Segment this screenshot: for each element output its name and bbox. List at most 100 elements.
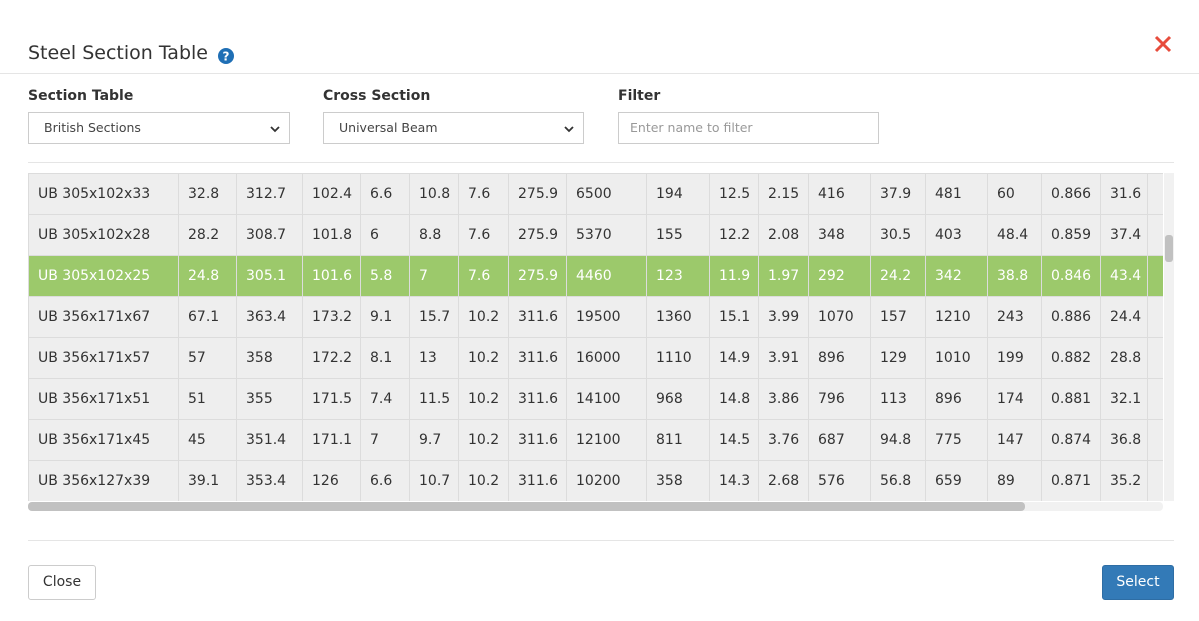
table-cell: 101.8 bbox=[302, 214, 361, 256]
table-cell: 11.5 bbox=[409, 378, 459, 420]
table-row[interactable]: UB 305x102x25 24.8 305.1 101.6 5.8 7 7.6 275.9 4… bbox=[28, 255, 1163, 297]
table-cell: 5370 bbox=[566, 214, 647, 256]
table-cell: 14.5 bbox=[709, 419, 759, 461]
v-scroll-thumb[interactable] bbox=[1165, 235, 1173, 262]
table-cell: 12100 bbox=[566, 419, 647, 461]
section-name: UB 356x171x51 bbox=[28, 378, 179, 420]
clipped-cell bbox=[1147, 419, 1163, 461]
table-cell: 4460 bbox=[566, 255, 647, 297]
h-scroll-thumb[interactable] bbox=[28, 502, 1025, 511]
table-cell: 39.1 bbox=[178, 460, 237, 501]
section-name: UB 305x102x28 bbox=[28, 214, 179, 256]
table-cell: 0.881 bbox=[1041, 378, 1101, 420]
table-cell: 1210 bbox=[925, 296, 988, 338]
table-cell: 101.6 bbox=[302, 255, 361, 297]
section-name: UB 356x171x57 bbox=[28, 337, 179, 379]
table-cell: 6.6 bbox=[360, 173, 410, 215]
table-cell: 0.874 bbox=[1041, 419, 1101, 461]
table-cell: 353.4 bbox=[236, 460, 303, 501]
table-cell: 7.4 bbox=[360, 378, 410, 420]
table-cell: 10.8 bbox=[409, 173, 459, 215]
table-cell: 10.2 bbox=[458, 419, 509, 461]
table-cell: 14.3 bbox=[709, 460, 759, 501]
table-cell: 243 bbox=[987, 296, 1042, 338]
table-cell: 38.8 bbox=[987, 255, 1042, 297]
table-cell: 28.8 bbox=[1100, 337, 1148, 379]
section-name: UB 356x171x45 bbox=[28, 419, 179, 461]
table-cell: 173.2 bbox=[302, 296, 361, 338]
table-cell: 12.2 bbox=[709, 214, 759, 256]
table-cell: 14.9 bbox=[709, 337, 759, 379]
help-icon[interactable]: ? bbox=[217, 47, 235, 65]
table-cell: 11.9 bbox=[709, 255, 759, 297]
filter-input[interactable]: Enter name to filter bbox=[618, 112, 879, 144]
v-scrollbar[interactable] bbox=[1164, 173, 1174, 501]
table-cell: 0.866 bbox=[1041, 173, 1101, 215]
table-cell: 275.9 bbox=[508, 255, 567, 297]
table-row[interactable]: UB 305x102x33 32.8 312.7 102.4 6.6 10.8 7.6 275… bbox=[28, 173, 1163, 215]
table-row[interactable]: UB 356x171x45 45 351.4 171.1 7 9.7 10.2 311.6 12… bbox=[28, 419, 1163, 461]
table-cell: 126 bbox=[302, 460, 361, 501]
table-cell: 174 bbox=[987, 378, 1042, 420]
table-cell: 171.5 bbox=[302, 378, 361, 420]
table-cell: 19500 bbox=[566, 296, 647, 338]
select-button[interactable]: Select bbox=[1102, 565, 1174, 600]
table-row[interactable]: UB 356x127x39 39.1 353.4 126 6.6 10.7 10.2 311.… bbox=[28, 460, 1163, 501]
table-cell: 113 bbox=[870, 378, 926, 420]
section-table-select[interactable]: British Sections bbox=[28, 112, 290, 144]
table-cell: 348 bbox=[808, 214, 871, 256]
table-row[interactable]: UB 356x171x51 51 355 171.5 7.4 11.5 10.2 311.6 1… bbox=[28, 378, 1163, 420]
table-row[interactable]: UB 356x171x57 57 358 172.2 8.1 13 10.2 311.6 160… bbox=[28, 337, 1163, 379]
table-cell: 811 bbox=[646, 419, 710, 461]
table-row[interactable]: UB 305x102x28 28.2 308.7 101.8 6 8.8 7.6 275.9 5… bbox=[28, 214, 1163, 256]
clipped-cell bbox=[1147, 173, 1163, 215]
table-cell: 30.5 bbox=[870, 214, 926, 256]
table-cell: 305.1 bbox=[236, 255, 303, 297]
table-cell: 24.8 bbox=[178, 255, 237, 297]
table-cell: 1.97 bbox=[758, 255, 809, 297]
table-cell: 775 bbox=[925, 419, 988, 461]
table-cell: 51 bbox=[178, 378, 237, 420]
table-cell: 43.4 bbox=[1100, 255, 1148, 297]
svg-text:?: ? bbox=[223, 50, 230, 64]
table-cell: 0.871 bbox=[1041, 460, 1101, 501]
table-cell: 94.8 bbox=[870, 419, 926, 461]
table-cell: 14100 bbox=[566, 378, 647, 420]
close-icon[interactable] bbox=[1154, 35, 1172, 53]
cross-section-select[interactable]: Universal Beam bbox=[323, 112, 584, 144]
field-label: Filter bbox=[618, 88, 661, 104]
section-name: UB 356x127x39 bbox=[28, 460, 179, 501]
dialog-title: Steel Section Table bbox=[28, 42, 208, 64]
table-cell: 24.2 bbox=[870, 255, 926, 297]
table-cell: 355 bbox=[236, 378, 303, 420]
table-cell: 363.4 bbox=[236, 296, 303, 338]
table-cell: 292 bbox=[808, 255, 871, 297]
table-cell: 311.6 bbox=[508, 460, 567, 501]
placeholder: Enter name to filter bbox=[630, 120, 753, 135]
select-value: Universal Beam bbox=[339, 120, 438, 135]
table-row[interactable]: UB 356x171x67 67.1 363.4 173.2 9.1 15.7 10.2 31… bbox=[28, 296, 1163, 338]
table-cell: 32.1 bbox=[1100, 378, 1148, 420]
table-cell: 896 bbox=[925, 378, 988, 420]
select-value: British Sections bbox=[44, 120, 141, 135]
table-cell: 6500 bbox=[566, 173, 647, 215]
table-cell: 687 bbox=[808, 419, 871, 461]
clipped-cell bbox=[1147, 337, 1163, 379]
table-cell: 194 bbox=[646, 173, 710, 215]
table-cell: 2.15 bbox=[758, 173, 809, 215]
table-cell: 0.859 bbox=[1041, 214, 1101, 256]
close-button[interactable]: Close bbox=[28, 565, 96, 600]
table-cell: 14.8 bbox=[709, 378, 759, 420]
table-cell: 36.8 bbox=[1100, 419, 1148, 461]
clipped-cell bbox=[1147, 296, 1163, 338]
table-cell: 157 bbox=[870, 296, 926, 338]
table-cell: 6.6 bbox=[360, 460, 410, 501]
table-cell: 403 bbox=[925, 214, 988, 256]
table-cell: 796 bbox=[808, 378, 871, 420]
table-cell: 1110 bbox=[646, 337, 710, 379]
table-cell: 13 bbox=[409, 337, 459, 379]
table-cell: 1010 bbox=[925, 337, 988, 379]
table-cell: 3.76 bbox=[758, 419, 809, 461]
table-cell: 311.6 bbox=[508, 296, 567, 338]
